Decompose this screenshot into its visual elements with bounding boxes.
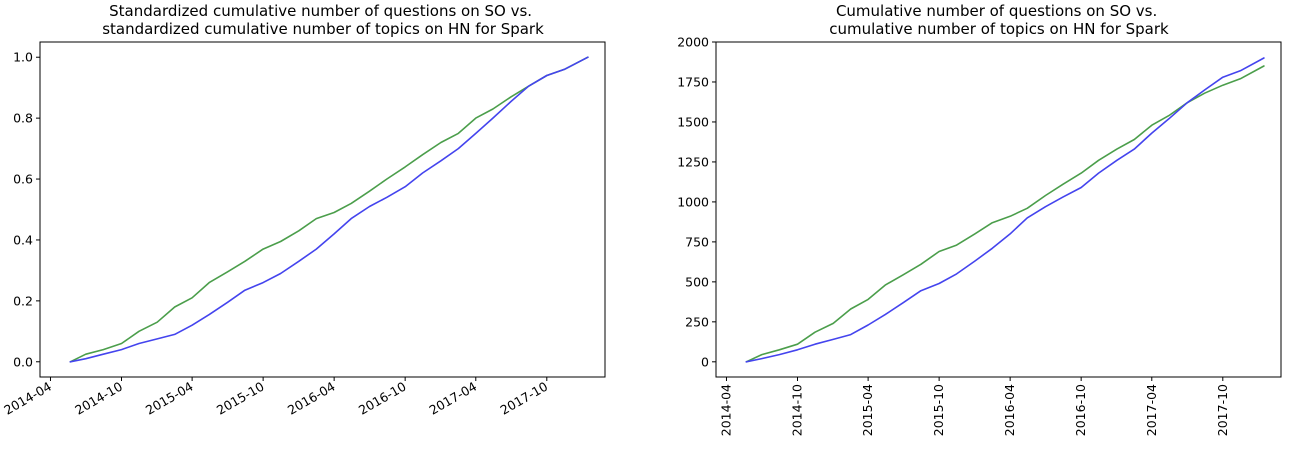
y-tick-label: 500 bbox=[685, 274, 709, 289]
x-tick-label: 2016-04 bbox=[285, 379, 338, 418]
x-tick-label: 2015-04 bbox=[860, 384, 875, 436]
chart-title-left-line-1: Standardized cumulative number of questi… bbox=[109, 2, 532, 20]
x-tick-label: 2015-10 bbox=[214, 379, 267, 418]
y-tick-label: 0.6 bbox=[13, 172, 33, 187]
chart-title-right-line-1: Cumulative number of questions on SO vs. bbox=[836, 2, 1157, 20]
x-tick-label: 2017-04 bbox=[427, 379, 480, 418]
y-tick-label: 750 bbox=[685, 234, 709, 249]
y-tick-label: 1250 bbox=[677, 154, 709, 169]
chart-title-left-line-2: standardized cumulative number of topics… bbox=[102, 20, 544, 38]
y-tick-label: 0 bbox=[701, 354, 709, 369]
x-tick-label: 2014-10 bbox=[789, 384, 804, 436]
x-tick-label: 2016-04 bbox=[1002, 384, 1017, 436]
chart-title-left: Standardized cumulative number of questi… bbox=[102, 2, 544, 38]
y-tick-label: 1500 bbox=[677, 114, 709, 129]
series-line-2 bbox=[69, 56, 589, 363]
x-tick-label: 2016-10 bbox=[1073, 384, 1088, 436]
chart-right: Cumulative number of questions on SO vs.… bbox=[677, 2, 1282, 436]
x-tick-label: 2014-04 bbox=[718, 384, 733, 436]
y-tick-label: 2000 bbox=[677, 35, 709, 50]
y-tick-label: 1750 bbox=[677, 74, 709, 89]
chart-left: Standardized cumulative number of questi… bbox=[1, 2, 606, 418]
y-tick-label: 0.2 bbox=[13, 293, 33, 308]
axes-right: 0 250 500 750 1000 1250 1500 1750 2000 2014-04 201… bbox=[677, 35, 1265, 436]
chart-title-right-line-2: cumulative number of topics on HN for Sp… bbox=[829, 20, 1169, 38]
series-line-2 bbox=[745, 57, 1265, 363]
x-tick-label: 2014-04 bbox=[1, 379, 54, 418]
plot-area-right bbox=[715, 41, 1282, 378]
series-line-1 bbox=[745, 65, 1265, 363]
y-tick-label: 250 bbox=[685, 314, 709, 329]
y-tick-label: 1000 bbox=[677, 194, 709, 209]
chart-title-right: Cumulative number of questions on SO vs.… bbox=[829, 2, 1169, 38]
y-tick-label: 0.0 bbox=[13, 354, 33, 369]
x-tick-label: 2015-04 bbox=[143, 379, 196, 418]
plot-area-left bbox=[39, 41, 606, 378]
y-tick-label: 0.8 bbox=[13, 111, 33, 126]
y-tick-label: 0.4 bbox=[13, 232, 33, 247]
x-tick-label: 2017-10 bbox=[498, 379, 551, 418]
x-tick-label: 2016-10 bbox=[356, 379, 409, 418]
x-tick-label: 2017-10 bbox=[1215, 384, 1230, 436]
x-tick-label: 2014-10 bbox=[72, 379, 125, 418]
series-line-1 bbox=[69, 56, 589, 363]
x-tick-label: 2017-04 bbox=[1144, 384, 1159, 436]
x-tick-label: 2015-10 bbox=[931, 384, 946, 436]
y-tick-label: 1.0 bbox=[13, 50, 33, 65]
axes-left: 0.0 0.2 0.4 0.6 0.8 1.0 2014-04 2014-10 2015-04 2… bbox=[1, 50, 589, 418]
